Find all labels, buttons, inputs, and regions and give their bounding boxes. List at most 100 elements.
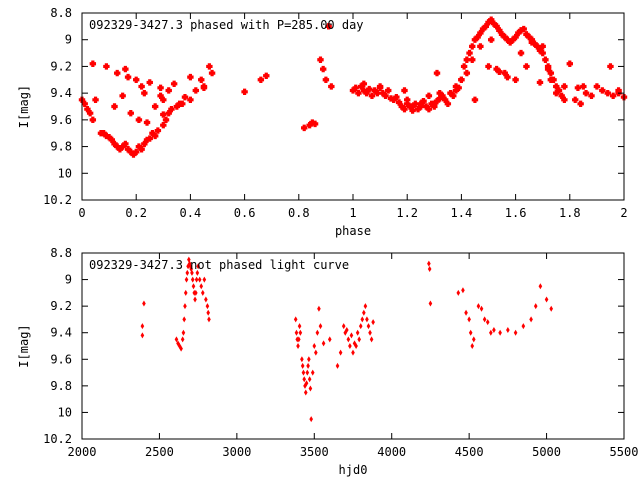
data-point bbox=[355, 329, 360, 336]
data-point bbox=[504, 73, 511, 81]
data-point bbox=[461, 287, 465, 294]
data-point bbox=[428, 300, 433, 307]
data-point bbox=[146, 135, 153, 142]
data-point bbox=[533, 303, 538, 310]
data-point bbox=[303, 389, 308, 396]
data-point bbox=[168, 105, 175, 113]
data-point bbox=[317, 305, 321, 312]
data-point bbox=[86, 109, 94, 117]
data-point bbox=[176, 340, 180, 347]
data-point bbox=[304, 380, 309, 387]
data-point bbox=[160, 111, 167, 118]
data-point bbox=[506, 327, 510, 334]
data-point bbox=[360, 316, 365, 323]
data-point bbox=[312, 343, 317, 349]
data-point bbox=[607, 63, 614, 70]
data-point bbox=[205, 303, 210, 310]
data-point bbox=[345, 327, 349, 334]
data-point bbox=[196, 263, 200, 270]
raw-y-tick-label: 10.2 bbox=[43, 432, 72, 446]
data-point bbox=[463, 69, 471, 77]
data-point bbox=[354, 343, 358, 349]
raw-x-tick-label: 5000 bbox=[532, 445, 561, 459]
data-point bbox=[463, 56, 471, 63]
phased-y-axis-label: I[mag] bbox=[17, 85, 31, 128]
data-point bbox=[314, 349, 318, 356]
raw-x-tick-label: 4000 bbox=[377, 445, 406, 459]
data-point bbox=[467, 316, 471, 323]
data-point bbox=[187, 260, 192, 267]
data-point bbox=[318, 323, 323, 330]
data-point bbox=[138, 83, 145, 90]
data-point bbox=[322, 76, 330, 83]
data-point bbox=[296, 343, 300, 349]
data-point bbox=[206, 309, 211, 316]
raw-light-curve-points bbox=[140, 256, 554, 423]
data-point bbox=[180, 336, 185, 343]
raw-x-tick-label: 3500 bbox=[300, 445, 329, 459]
data-point bbox=[241, 88, 248, 96]
phased-x-tick-label: 0.2 bbox=[125, 206, 147, 220]
raw-x-tick-label: 2500 bbox=[145, 445, 174, 459]
data-point bbox=[263, 72, 270, 79]
data-point bbox=[489, 329, 493, 336]
data-point bbox=[194, 276, 199, 283]
data-point bbox=[485, 319, 490, 326]
data-point bbox=[200, 84, 208, 91]
data-point bbox=[92, 96, 99, 104]
data-point bbox=[496, 68, 503, 75]
data-point bbox=[188, 263, 193, 270]
data-point bbox=[368, 329, 372, 336]
data-point bbox=[468, 329, 473, 336]
data-point bbox=[89, 60, 97, 67]
data-point bbox=[297, 336, 301, 343]
data-point bbox=[103, 63, 110, 70]
phased-y-tick-label: 10 bbox=[58, 166, 72, 180]
data-point bbox=[588, 92, 595, 100]
data-point bbox=[311, 120, 319, 128]
data-point bbox=[301, 124, 308, 132]
data-point bbox=[327, 336, 332, 343]
data-point bbox=[208, 69, 216, 77]
data-point bbox=[257, 76, 265, 83]
data-point bbox=[127, 109, 134, 117]
phased-y-tick-label: 9 bbox=[65, 33, 72, 47]
data-point bbox=[544, 65, 552, 73]
data-point bbox=[471, 96, 479, 104]
phased-x-tick-label: 1.6 bbox=[505, 206, 527, 220]
data-point bbox=[185, 269, 190, 276]
data-point bbox=[119, 92, 126, 100]
data-point bbox=[477, 43, 484, 50]
phased-y-tick-label: 9.8 bbox=[50, 140, 72, 154]
data-point bbox=[549, 305, 554, 312]
data-point bbox=[382, 92, 389, 100]
data-point bbox=[357, 336, 361, 343]
data-point bbox=[315, 329, 320, 336]
data-point bbox=[482, 316, 487, 323]
data-point bbox=[317, 56, 324, 63]
raw-y-tick-label: 8.8 bbox=[50, 246, 72, 260]
data-point bbox=[300, 362, 305, 369]
data-point bbox=[184, 276, 189, 283]
data-point bbox=[521, 323, 526, 330]
data-point bbox=[325, 23, 332, 30]
raw-axis-ticks: 2000 2500 3000 3500 4000 4500 5000 5500 8.8 9 9.2 9… bbox=[43, 246, 638, 459]
data-point bbox=[310, 369, 315, 376]
data-point bbox=[341, 323, 346, 330]
data-point bbox=[427, 265, 432, 272]
data-point bbox=[362, 309, 366, 316]
data-point bbox=[471, 336, 476, 343]
data-point bbox=[593, 83, 601, 90]
data-point bbox=[319, 65, 327, 73]
data-point bbox=[371, 319, 375, 326]
data-point bbox=[206, 63, 213, 70]
data-point bbox=[561, 96, 568, 104]
phased-x-tick-label: 1.2 bbox=[396, 206, 418, 220]
phased-y-tick-label: 9.6 bbox=[50, 113, 72, 127]
phased-axis-ticks: 0 0.2 0.4 0.6 0.8 1 1.2 1.4 1.6 1.8 2 8.8 9 9.2 9.4 9.6… bbox=[43, 6, 628, 220]
data-point bbox=[183, 289, 188, 296]
data-point bbox=[170, 80, 178, 87]
data-point bbox=[140, 332, 145, 339]
raw-y-tick-label: 9 bbox=[65, 273, 72, 287]
